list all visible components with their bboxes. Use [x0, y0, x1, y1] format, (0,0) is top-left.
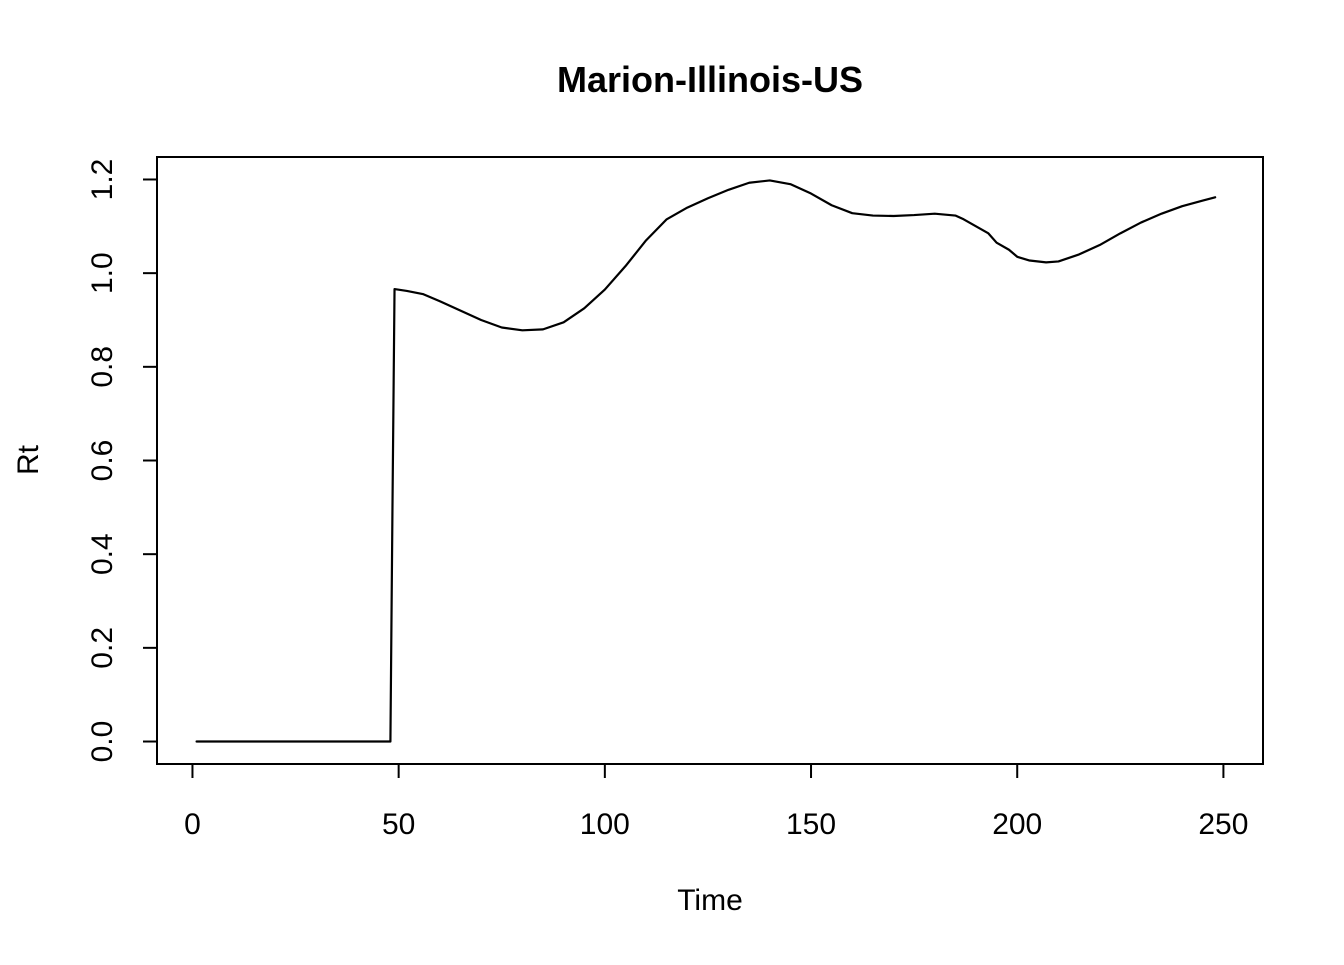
y-axis-title: Rt — [12, 444, 45, 475]
y-tick-label: 0.8 — [86, 346, 119, 388]
chart-title: Marion-Illinois-US — [557, 59, 863, 100]
y-tick-label: 0.0 — [86, 721, 119, 763]
series-layer — [195, 179, 1217, 743]
y-tick-label: 0.2 — [86, 627, 119, 669]
y-tick-label: 0.4 — [86, 533, 119, 575]
y-tick-label: 1.2 — [86, 159, 119, 201]
series-line-rt — [195, 179, 1217, 743]
y-axis: 0.0 0.2 0.4 0.6 0.8 1.0 1.2 — [86, 159, 158, 763]
x-tick-label: 200 — [992, 808, 1042, 841]
x-tick-label: 150 — [786, 808, 836, 841]
y-tick-label: 0.6 — [86, 440, 119, 482]
x-tick-label: 50 — [382, 808, 415, 841]
x-tick-label: 100 — [580, 808, 630, 841]
x-tick-label: 0 — [184, 808, 201, 841]
x-axis-title: Time — [677, 884, 743, 917]
plot-frame — [156, 156, 1264, 765]
x-axis: 0 50 100 150 200 250 — [184, 763, 1248, 841]
y-tick-label: 1.0 — [86, 252, 119, 294]
x-tick-label: 250 — [1198, 808, 1248, 841]
